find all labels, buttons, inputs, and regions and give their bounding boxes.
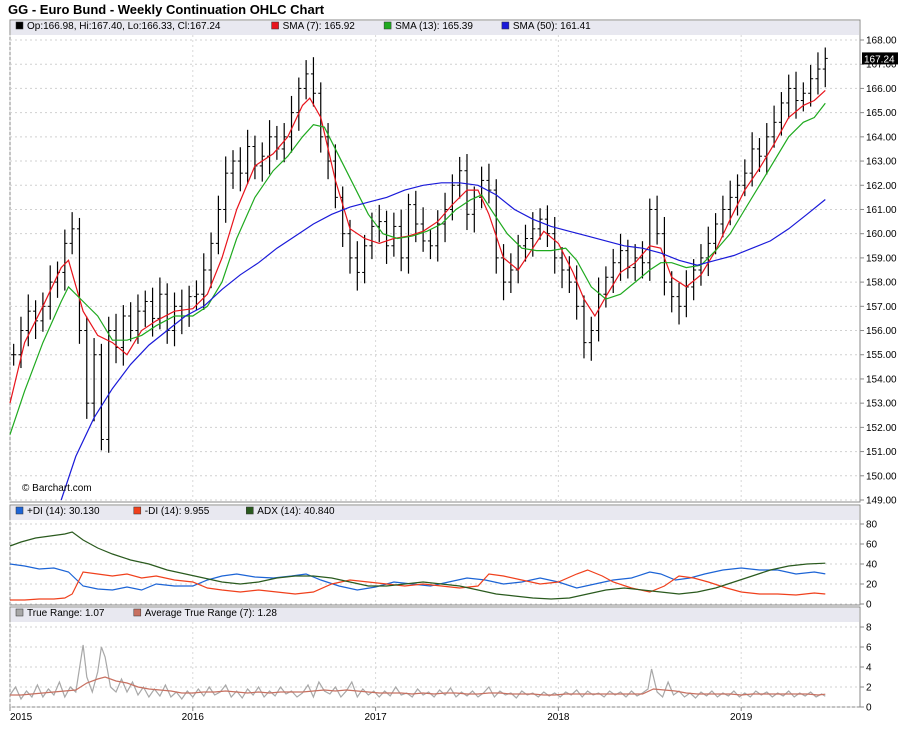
x-tick-label: 2016: [182, 712, 205, 723]
legend-swatch: [501, 21, 510, 30]
legend-swatch: [133, 608, 142, 617]
y-tick-label: 167.00: [866, 60, 897, 71]
y-tick-label: 162.00: [866, 181, 897, 192]
panel-frame: [9, 606, 861, 708]
legend-swatch: [383, 21, 392, 30]
panel-true-range: [9, 606, 864, 708]
legend-swatch: [271, 21, 279, 30]
y-tick-label: 60: [866, 540, 878, 551]
y-tick-label: 163.00: [866, 157, 897, 168]
x-tick-label: 2017: [364, 712, 387, 723]
series-adx: [9, 531, 826, 600]
y-tick-label: 2: [866, 683, 872, 694]
y-tick-label: 165.00: [866, 108, 897, 119]
y-tick-label: 155.00: [866, 350, 897, 361]
legend-swatch: [15, 21, 24, 30]
panel-frame: [9, 19, 861, 503]
panel-price: [9, 19, 898, 503]
legend-band: [11, 506, 859, 520]
panel-dmi: [9, 504, 864, 606]
legend-band: [11, 608, 859, 622]
y-tick-label: 154.00: [866, 374, 897, 385]
legend-entry: Op:166.98, Hi:167.40, Lo:166.33, Cl:167.…: [27, 21, 221, 32]
legend-entry: True Range: 1.07: [27, 608, 105, 619]
y-tick-label: 159.00: [866, 253, 897, 264]
y-tick-label: 6: [866, 643, 872, 654]
y-tick-label: 164.00: [866, 132, 897, 143]
y-tick-label: 80: [866, 520, 878, 531]
last-value-label: 167.24: [864, 54, 895, 65]
y-tick-label: 166.00: [866, 84, 897, 95]
x-tick-label: 2018: [547, 712, 570, 723]
legend-band: [11, 21, 859, 35]
y-tick-label: 20: [866, 580, 878, 591]
panel-frame: [9, 504, 861, 606]
y-tick-label: 8: [866, 623, 872, 634]
y-tick-label: 40: [866, 560, 878, 571]
legend-entry: -DI (14): 9.955: [145, 506, 210, 517]
y-tick-label: 160.00: [866, 229, 897, 240]
chart-title: GG - Euro Bund - Weekly Continuation OHL…: [8, 2, 325, 17]
y-tick-label: 150.00: [866, 471, 897, 482]
series-sma7: [9, 89, 826, 404]
y-tick-label: 158.00: [866, 278, 897, 289]
legend-entry: Average True Range (7): 1.28: [145, 608, 278, 619]
series-minus_di: [10, 569, 826, 601]
y-tick-label: 4: [866, 663, 872, 674]
x-tick-label: 2019: [730, 712, 753, 723]
y-tick-label: 156.00: [866, 326, 897, 337]
legend-entry: SMA (13): 165.39: [395, 21, 473, 32]
legend-swatch: [246, 506, 254, 515]
y-tick-label: 168.00: [866, 36, 897, 47]
legend-swatch: [15, 608, 24, 617]
legend-entry: +DI (14): 30.130: [27, 506, 100, 517]
legend-entry: ADX (14): 40.840: [257, 506, 335, 517]
series-plus_di: [9, 563, 826, 591]
y-tick-label: 153.00: [866, 399, 897, 410]
legend-entry: SMA (7): 165.92: [283, 21, 356, 32]
watermark: © Barchart.com: [22, 483, 92, 494]
legend-swatch: [15, 506, 24, 515]
last-value-box: [862, 52, 898, 65]
x-tick-label: 2015: [10, 712, 33, 723]
y-tick-label: 151.00: [866, 447, 897, 458]
series-sma50: [60, 182, 826, 501]
y-tick-label: 149.00: [866, 496, 897, 507]
y-tick-label: 157.00: [866, 302, 897, 313]
y-tick-label: 152.00: [866, 423, 897, 434]
series-atr: [10, 676, 826, 696]
series-sma13: [9, 102, 826, 435]
y-tick-label: 161.00: [866, 205, 897, 216]
legend-entry: SMA (50): 161.41: [513, 21, 591, 32]
legend-swatch: [133, 506, 142, 515]
y-tick-label: 0: [866, 600, 872, 611]
y-tick-label: 0: [866, 703, 872, 714]
